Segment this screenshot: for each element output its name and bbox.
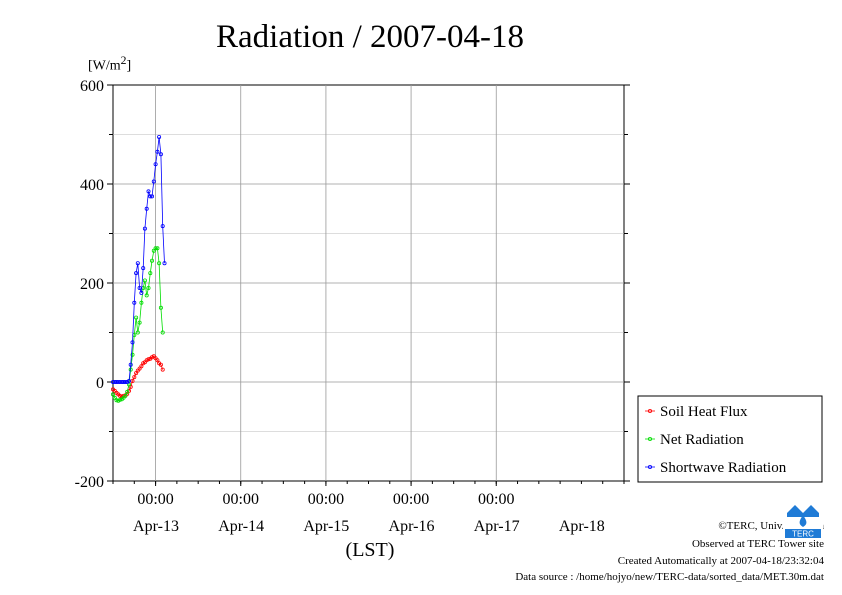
x-time-label: 00:00 bbox=[393, 491, 429, 508]
data-point bbox=[158, 362, 163, 367]
data-point bbox=[127, 378, 132, 383]
legend-label: Shortwave Radiation bbox=[660, 460, 787, 476]
data-point bbox=[137, 285, 142, 290]
series-line bbox=[113, 136, 165, 383]
data-point bbox=[148, 271, 153, 276]
x-date-label: Apr-13 bbox=[133, 518, 179, 535]
data-point bbox=[139, 290, 144, 295]
y-tick-label: 600 bbox=[80, 78, 104, 95]
data-point bbox=[137, 320, 142, 325]
y-axis-unit: [W/m2] bbox=[88, 54, 132, 74]
legend: Soil Heat Flux Net Radiation Shortwave Rad… bbox=[637, 395, 823, 483]
data-point bbox=[144, 293, 149, 298]
x-axis-label: (LST) bbox=[346, 539, 395, 561]
legend-box bbox=[637, 395, 823, 483]
plot-area: -200 0 200 400 600 00:00 00:00 00:00 00:00 00:00 A… bbox=[75, 78, 630, 561]
created-text: Created Automatically at 2007-04-18/23:3… bbox=[617, 555, 824, 567]
data-point bbox=[144, 206, 149, 211]
data-point bbox=[155, 358, 160, 363]
x-date-label: Apr-16 bbox=[389, 518, 435, 535]
data-point bbox=[142, 226, 147, 231]
data-point bbox=[151, 179, 156, 184]
data-point bbox=[146, 189, 151, 194]
series-shortwave-radiation bbox=[111, 134, 167, 384]
y-tick-label: 400 bbox=[80, 177, 104, 194]
x-date-label: Apr-18 bbox=[559, 518, 605, 535]
legend-label: Soil Heat Flux bbox=[660, 404, 748, 420]
data-point bbox=[141, 266, 146, 271]
data-point bbox=[139, 364, 144, 369]
y-tick-label: -200 bbox=[75, 474, 104, 491]
y-tick-label: 0 bbox=[96, 375, 104, 392]
data-point bbox=[158, 152, 163, 157]
data-point bbox=[158, 305, 163, 310]
data-point bbox=[135, 261, 140, 266]
data-point bbox=[111, 392, 116, 397]
x-date-label: Apr-15 bbox=[303, 518, 349, 535]
legend-swatch-marker bbox=[648, 436, 653, 441]
x-time-label: 00:00 bbox=[137, 491, 173, 508]
terc-logo: TERC bbox=[783, 503, 823, 539]
data-point bbox=[135, 330, 140, 335]
data-point bbox=[134, 271, 139, 276]
x-date-label: Apr-17 bbox=[474, 518, 520, 535]
data-point bbox=[130, 352, 135, 357]
data-point bbox=[149, 258, 154, 263]
source-text: Data source : /home/hojyo/new/TERC-data/… bbox=[515, 571, 824, 583]
data-point bbox=[149, 194, 154, 199]
x-time-label: 00:00 bbox=[478, 491, 514, 508]
chart-title: Radiation / 2007-04-18 bbox=[216, 19, 524, 55]
data-point bbox=[146, 285, 151, 290]
data-point bbox=[155, 246, 160, 251]
data-point bbox=[155, 149, 160, 154]
data-point bbox=[160, 367, 165, 372]
x-date-label: Apr-14 bbox=[218, 518, 264, 535]
logo-text: TERC bbox=[792, 530, 814, 539]
data-point bbox=[160, 224, 165, 229]
data-point bbox=[130, 340, 135, 345]
data-point bbox=[146, 357, 151, 362]
data-point bbox=[128, 362, 133, 367]
data-point bbox=[153, 162, 158, 167]
data-point bbox=[118, 397, 123, 402]
data-point bbox=[162, 261, 167, 266]
series-net-radiation bbox=[111, 246, 165, 403]
data-point bbox=[132, 375, 137, 380]
series-soil-heat-flux bbox=[111, 354, 165, 399]
data-point bbox=[157, 261, 162, 266]
legend-swatch-marker bbox=[648, 408, 653, 413]
data-point bbox=[114, 398, 119, 403]
data-point bbox=[160, 330, 165, 335]
data-point bbox=[157, 134, 162, 139]
data-point bbox=[132, 300, 137, 305]
data-point bbox=[123, 379, 128, 384]
logo-drop-icon bbox=[799, 515, 807, 527]
legend-label: Net Radiation bbox=[660, 432, 744, 448]
legend-swatch-marker bbox=[648, 464, 653, 469]
observed-text: Observed at TERC Tower site bbox=[691, 538, 824, 550]
data-point bbox=[134, 315, 139, 320]
data-point bbox=[139, 300, 144, 305]
data-point bbox=[153, 246, 158, 251]
y-tick-label: 200 bbox=[80, 276, 104, 293]
data-point bbox=[151, 248, 156, 253]
logo-waves-icon bbox=[787, 505, 819, 517]
data-point bbox=[148, 194, 153, 199]
x-time-label: 00:00 bbox=[223, 491, 259, 508]
data-point bbox=[142, 278, 147, 283]
data-point bbox=[125, 389, 130, 394]
x-time-label: 00:00 bbox=[308, 491, 344, 508]
data-point bbox=[123, 393, 128, 398]
